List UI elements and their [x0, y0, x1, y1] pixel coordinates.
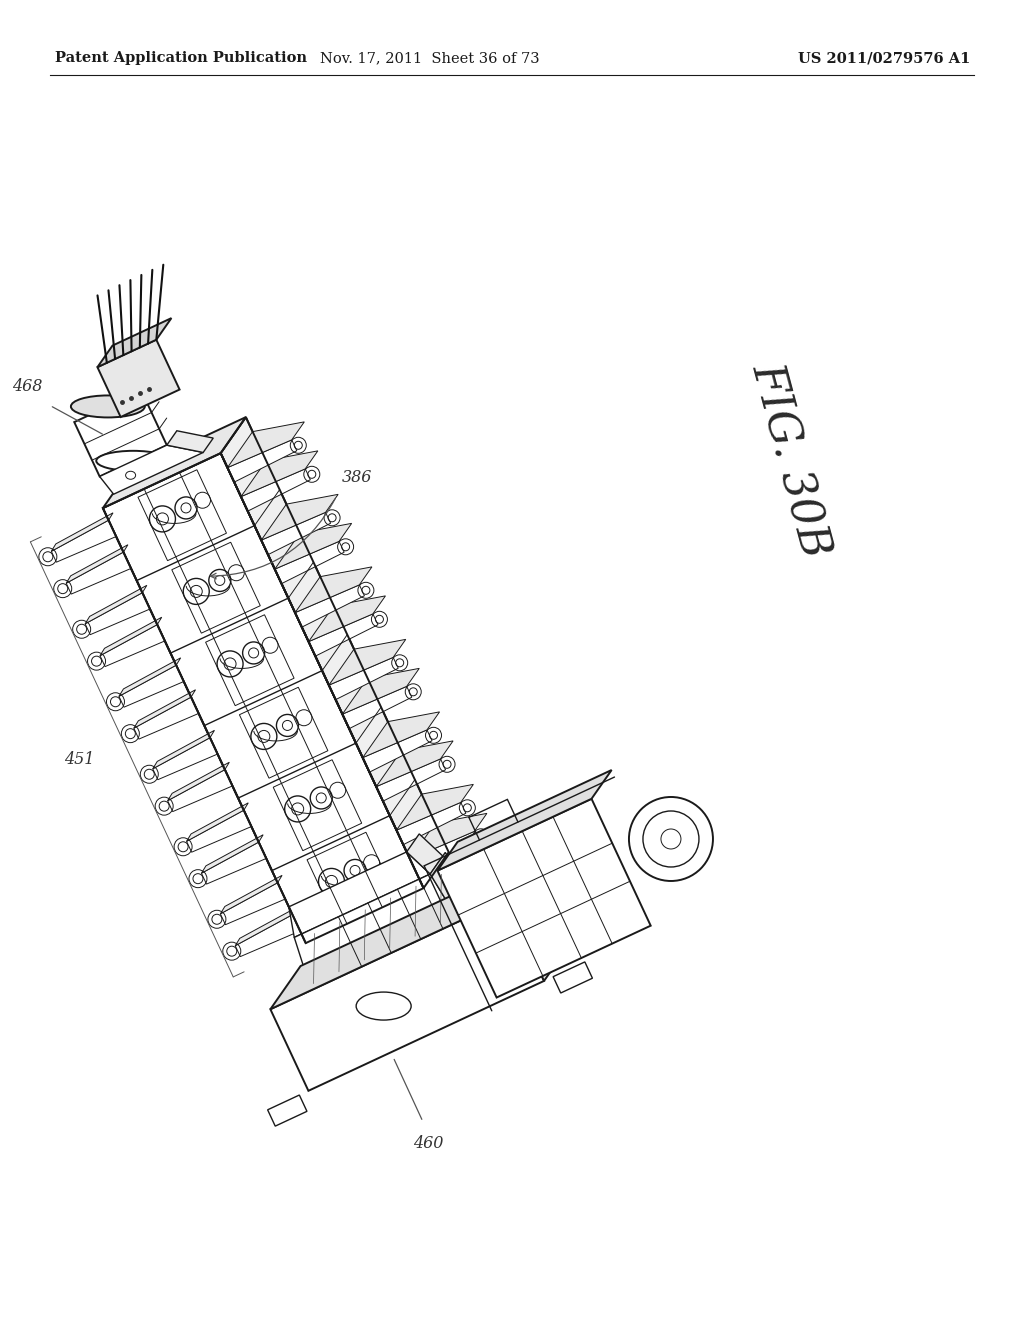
Polygon shape	[329, 639, 406, 685]
Polygon shape	[168, 762, 229, 801]
Text: 451: 451	[65, 751, 95, 768]
Text: 468: 468	[12, 379, 43, 396]
Ellipse shape	[71, 396, 144, 417]
Polygon shape	[274, 541, 344, 583]
Polygon shape	[67, 552, 131, 594]
Polygon shape	[430, 853, 474, 921]
Polygon shape	[119, 657, 180, 697]
Polygon shape	[261, 512, 331, 554]
Polygon shape	[294, 874, 459, 990]
Polygon shape	[270, 899, 544, 1090]
Polygon shape	[308, 595, 385, 642]
Polygon shape	[67, 545, 128, 583]
Polygon shape	[289, 851, 430, 937]
Polygon shape	[270, 857, 537, 1010]
Text: 386: 386	[341, 470, 372, 486]
Polygon shape	[437, 799, 650, 998]
Ellipse shape	[96, 451, 170, 471]
Text: 460: 460	[413, 1135, 443, 1152]
Polygon shape	[51, 512, 113, 552]
Polygon shape	[100, 618, 162, 656]
Polygon shape	[241, 451, 317, 496]
Polygon shape	[134, 690, 196, 729]
Polygon shape	[342, 668, 419, 714]
Polygon shape	[295, 566, 372, 612]
Text: Nov. 17, 2011  Sheet 36 of 73: Nov. 17, 2011 Sheet 36 of 73	[321, 51, 540, 65]
Polygon shape	[186, 810, 251, 853]
Polygon shape	[153, 730, 214, 768]
Polygon shape	[261, 495, 338, 540]
Polygon shape	[119, 665, 183, 708]
Polygon shape	[362, 730, 432, 772]
Polygon shape	[227, 440, 297, 482]
Polygon shape	[220, 883, 286, 925]
Polygon shape	[186, 803, 248, 841]
Polygon shape	[97, 318, 171, 367]
Polygon shape	[396, 784, 473, 830]
Polygon shape	[396, 803, 466, 845]
Polygon shape	[376, 759, 445, 801]
Polygon shape	[221, 417, 449, 888]
Polygon shape	[362, 711, 439, 758]
Polygon shape	[153, 738, 217, 780]
Polygon shape	[241, 469, 310, 511]
Polygon shape	[227, 422, 304, 467]
Polygon shape	[85, 585, 146, 624]
Polygon shape	[236, 915, 300, 957]
Polygon shape	[100, 624, 165, 667]
Polygon shape	[308, 614, 378, 656]
Polygon shape	[410, 813, 486, 859]
Polygon shape	[97, 339, 179, 417]
Polygon shape	[202, 834, 263, 874]
Polygon shape	[407, 834, 442, 874]
Polygon shape	[220, 875, 282, 913]
Polygon shape	[202, 842, 266, 884]
Polygon shape	[376, 741, 453, 787]
Polygon shape	[267, 1096, 307, 1126]
Text: US 2011/0279576 A1: US 2011/0279576 A1	[798, 51, 970, 65]
Polygon shape	[437, 770, 611, 871]
Polygon shape	[506, 857, 574, 981]
Text: FIG. 30B: FIG. 30B	[743, 358, 837, 562]
Text: Patent Application Publication: Patent Application Publication	[55, 51, 307, 65]
Polygon shape	[236, 907, 297, 945]
Polygon shape	[102, 417, 246, 508]
Polygon shape	[75, 391, 167, 477]
Polygon shape	[167, 430, 213, 453]
Polygon shape	[85, 593, 150, 635]
Polygon shape	[342, 686, 412, 729]
Polygon shape	[274, 523, 351, 569]
Polygon shape	[410, 832, 479, 874]
Polygon shape	[329, 657, 398, 700]
Polygon shape	[99, 445, 203, 494]
Polygon shape	[134, 697, 199, 739]
Polygon shape	[295, 585, 365, 627]
Polygon shape	[51, 520, 116, 562]
Polygon shape	[102, 453, 424, 942]
Polygon shape	[553, 962, 593, 993]
Polygon shape	[168, 770, 232, 812]
